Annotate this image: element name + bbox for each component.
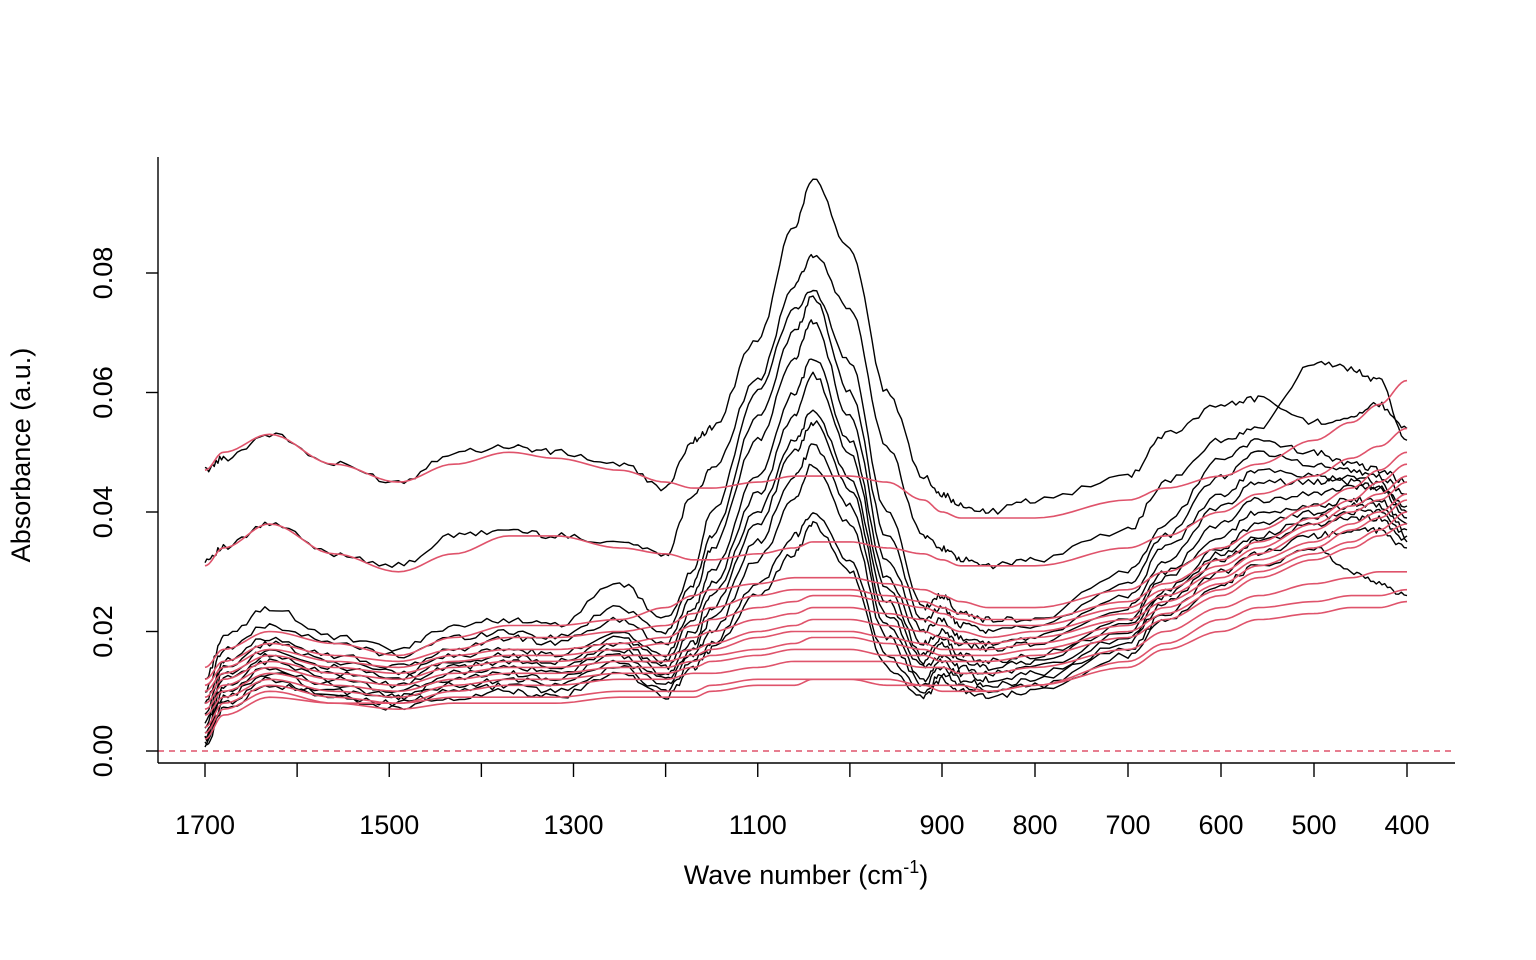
x-ticks: 1700 1500 1300 1100 900 800 700 600 500 400	[175, 763, 1430, 840]
spectrum-line	[204, 295, 1407, 693]
x-axis-title-main: Wave number (cm	[684, 860, 904, 890]
baseline-line	[204, 600, 1408, 740]
y-tick-label: 0.02	[88, 605, 118, 658]
baseline-line	[204, 511, 1408, 710]
baseline-layer	[204, 379, 1408, 740]
x-axis-title: Wave number (cm-1)	[684, 857, 929, 890]
baseline-line	[204, 427, 1408, 573]
y-axis-title: Absorbance (a.u.)	[6, 348, 36, 563]
spectrum-line	[204, 178, 1408, 515]
baseline-line	[204, 475, 1408, 687]
x-tick-label: 800	[1012, 810, 1057, 840]
x-tick-label: 1300	[543, 810, 603, 840]
y-tick-label: 0.00	[88, 725, 118, 778]
spectrum-line	[204, 253, 1408, 570]
spectrum-line	[204, 520, 1408, 746]
spectrum-line	[204, 289, 1408, 680]
baseline-line	[204, 493, 1408, 698]
x-tick-label: 500	[1291, 810, 1336, 840]
spectrum-line	[204, 512, 1408, 748]
x-axis: 1700 1500 1300 1100 900 800 700 600 500 400	[158, 762, 1455, 840]
x-axis-title-superscript: -1	[903, 857, 919, 877]
baseline-line	[204, 379, 1408, 519]
baseline-line	[204, 463, 1408, 681]
baseline-line	[204, 499, 1408, 704]
x-tick-label: 700	[1105, 810, 1150, 840]
y-tick-label: 0.08	[88, 247, 118, 300]
x-tick-label: 400	[1384, 810, 1429, 840]
spectrum-line	[204, 420, 1408, 734]
x-tick-label: 600	[1198, 810, 1243, 840]
x-tick-label: 1100	[729, 810, 787, 840]
spectrum-line	[204, 319, 1408, 704]
y-ticks: 0.00 0.02 0.04 0.06 0.08	[88, 247, 158, 778]
spectrum-line	[204, 443, 1408, 742]
baseline-line	[204, 481, 1408, 693]
x-axis-title-close: )	[919, 860, 928, 890]
baseline-line	[204, 570, 1407, 728]
x-tick-label: 1500	[359, 810, 419, 840]
y-axis: 0.00 0.02 0.04 0.06 0.08	[88, 157, 159, 778]
x-tick-label: 900	[919, 810, 964, 840]
y-tick-label: 0.04	[88, 486, 118, 539]
x-tick-label: 1700	[175, 810, 235, 840]
baseline-line	[204, 451, 1408, 669]
y-tick-label: 0.06	[88, 366, 118, 419]
baseline-line	[204, 523, 1408, 716]
